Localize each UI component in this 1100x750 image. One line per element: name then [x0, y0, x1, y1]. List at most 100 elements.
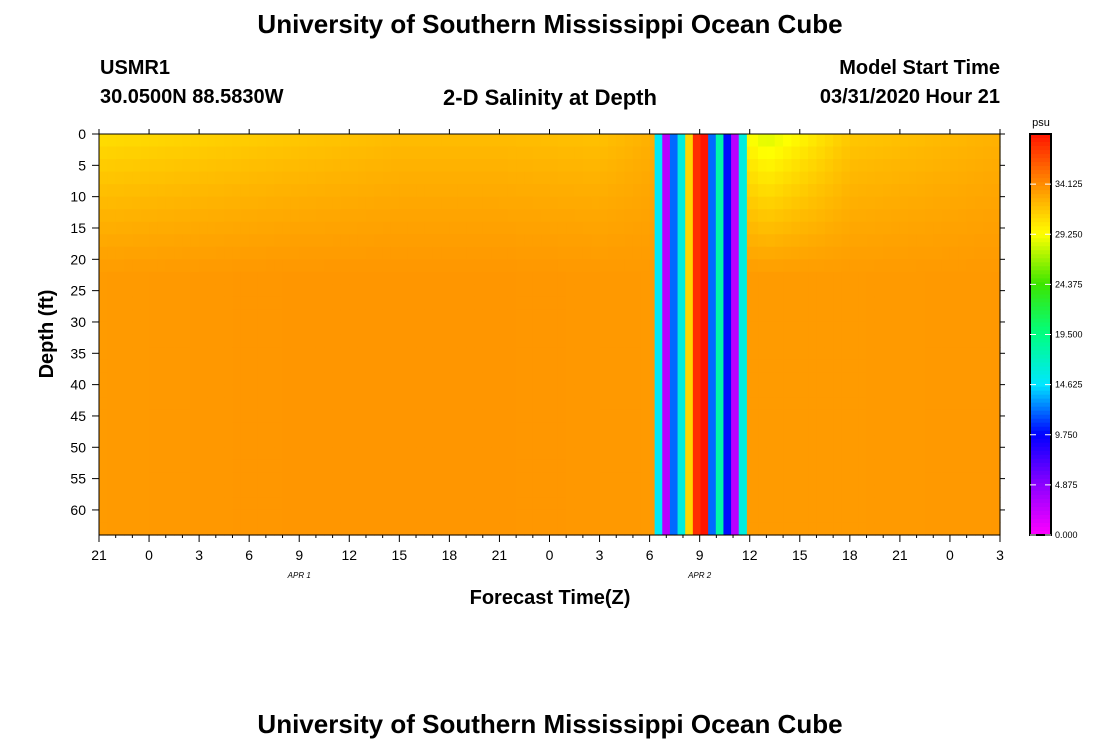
heatmap-cell [282, 434, 292, 448]
heatmap-cell [332, 384, 342, 398]
heatmap-cell [215, 221, 225, 235]
heatmap-cell [524, 296, 534, 311]
heatmap-cell [833, 184, 843, 198]
heatmap-cell [240, 296, 250, 311]
heatmap-cell [966, 434, 976, 448]
heatmap-cell [591, 134, 601, 148]
heatmap-cell [866, 359, 876, 373]
heatmap-cell [899, 184, 909, 198]
heatmap-cell [858, 522, 868, 536]
heatmap-cell [457, 134, 467, 148]
heatmap-cell [232, 522, 242, 536]
heatmap-cell [624, 422, 634, 436]
heatmap-cell [766, 459, 776, 473]
heatmap-cell [190, 397, 200, 411]
heatmap-cell [107, 347, 117, 361]
heatmap-cell [641, 372, 651, 386]
heatmap-cell [132, 434, 142, 448]
heatmap-cell [824, 246, 834, 260]
heatmap-cell [265, 472, 275, 486]
heatmap-cell [899, 347, 909, 361]
heatmap-cell [324, 234, 334, 248]
heatmap-cell [632, 309, 642, 323]
heatmap-cell [574, 347, 584, 361]
heatmap-cell [549, 134, 559, 148]
heatmap-cell [941, 409, 951, 423]
heatmap-cell [382, 259, 392, 273]
heatmap-cell [107, 472, 117, 486]
heatmap-cell [983, 497, 993, 511]
heatmap-cell [783, 497, 793, 511]
heatmap-cell [532, 296, 542, 311]
heatmap-cell [899, 296, 909, 311]
heatmap-cell [449, 447, 459, 461]
heatmap-cell [115, 259, 125, 273]
heatmap-cell [390, 372, 400, 386]
heatmap-cell [624, 234, 634, 248]
heatmap-cell [532, 321, 542, 336]
heatmap-cell [365, 221, 375, 235]
heatmap-cell [232, 459, 242, 473]
heatmap-cell [307, 484, 317, 499]
heatmap-cell [432, 422, 442, 436]
heatmap-cell [958, 434, 968, 448]
heatmap-cell [774, 296, 784, 311]
heatmap-cell [858, 397, 868, 411]
heatmap-cell [315, 509, 325, 524]
heatmap-cell [132, 321, 142, 336]
heatmap-cell [499, 422, 509, 436]
heatmap-cell [299, 459, 309, 473]
colorbar-swatch [1030, 198, 1051, 203]
heatmap-cell [190, 509, 200, 524]
heatmap-cell [140, 171, 150, 185]
heatmap-cell [182, 296, 192, 311]
heatmap-cell [307, 159, 317, 173]
heatmap-cell [874, 522, 884, 536]
heatmap-cell [207, 259, 217, 273]
heatmap-cell [791, 321, 801, 336]
heatmap-cell [883, 271, 893, 285]
heatmap-cell [482, 434, 492, 448]
heatmap-cell [207, 134, 217, 148]
heatmap-cell [340, 196, 350, 210]
heatmap-cell [532, 372, 542, 386]
heatmap-cell [557, 246, 567, 260]
heatmap-cell [641, 422, 651, 436]
heatmap-cell [874, 472, 884, 486]
heatmap-cell [883, 196, 893, 210]
heatmap-cell [791, 234, 801, 248]
heatmap-cell [349, 259, 359, 273]
heatmap-cell [274, 321, 284, 336]
heatmap-cell [140, 321, 150, 336]
heatmap-cell [449, 259, 459, 273]
heatmap-cell [566, 196, 576, 210]
heatmap-cell [841, 221, 851, 235]
heatmap-cell [374, 171, 384, 185]
heatmap-cell [390, 146, 400, 160]
heatmap-cell [541, 509, 551, 524]
heatmap-cell [791, 284, 801, 298]
heatmap-cell [891, 397, 901, 411]
heatmap-cell [991, 209, 1001, 223]
heatmap-cell [491, 347, 501, 361]
heatmap-cell [399, 372, 409, 386]
heatmap-cell [624, 484, 634, 499]
heatmap-cell [124, 134, 133, 148]
heatmap-cell [549, 397, 559, 411]
heatmap-cell [399, 459, 409, 473]
heatmap-cell [157, 146, 167, 160]
heatmap-cell [624, 459, 634, 473]
heatmap-cell [991, 497, 1001, 511]
heatmap-cell [232, 409, 242, 423]
heatmap-cell [374, 159, 384, 173]
heatmap-cell [174, 384, 184, 398]
heatmap-cell [949, 221, 959, 235]
heatmap-cell [457, 359, 467, 373]
heatmap-cell [549, 422, 559, 436]
heatmap-cell [941, 296, 951, 311]
heatmap-cell [858, 159, 868, 173]
heatmap-cell [474, 146, 484, 160]
heatmap-cell [841, 334, 851, 348]
heatmap-cell [449, 309, 459, 323]
heatmap-cell [966, 422, 976, 436]
